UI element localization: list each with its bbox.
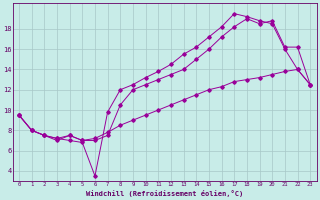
X-axis label: Windchill (Refroidissement éolien,°C): Windchill (Refroidissement éolien,°C) [86, 190, 243, 197]
